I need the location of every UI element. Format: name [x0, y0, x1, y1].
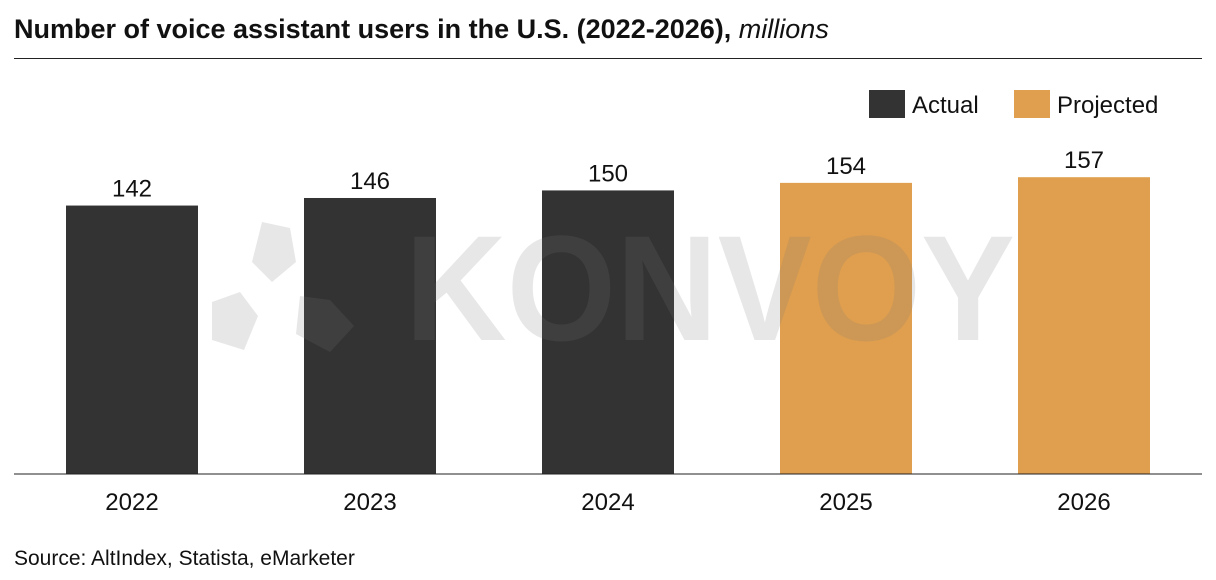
- bar-2023: [304, 197, 436, 474]
- source-note: Source: AltIndex, Statista, eMarketer: [14, 547, 355, 570]
- title-text: Number of voice assistant users in the U…: [14, 14, 732, 44]
- watermark-text: KONVOY: [405, 204, 1015, 372]
- bar-2024: [542, 190, 674, 474]
- data-label-2022: 142: [112, 176, 152, 203]
- x-tick-2026: 2026: [1057, 489, 1110, 516]
- legend-label-projected: Projected: [1057, 92, 1158, 119]
- data-label-2025: 154: [826, 153, 866, 180]
- watermark-logo-icon: [212, 292, 258, 350]
- data-label-2026: 157: [1064, 147, 1104, 174]
- watermark-logo-icon: [252, 222, 296, 282]
- x-tick-2025: 2025: [819, 489, 872, 516]
- bar-2022: [66, 205, 198, 475]
- title-divider: [14, 58, 1202, 59]
- legend-swatch-actual: [869, 90, 905, 118]
- watermark-logo-icon: [296, 296, 354, 352]
- bar-2026: [1018, 177, 1150, 474]
- legend-swatch-projected: [1014, 90, 1050, 118]
- bar-2025: [780, 182, 912, 474]
- title-unit: millions: [738, 14, 829, 44]
- x-tick-2024: 2024: [581, 489, 634, 516]
- data-label-2024: 150: [588, 160, 628, 187]
- x-tick-2022: 2022: [105, 489, 158, 516]
- legend-label-actual: Actual: [912, 92, 979, 119]
- data-label-2023: 146: [350, 168, 390, 195]
- x-tick-2023: 2023: [343, 489, 396, 516]
- chart-title: Number of voice assistant users in the U…: [14, 14, 829, 45]
